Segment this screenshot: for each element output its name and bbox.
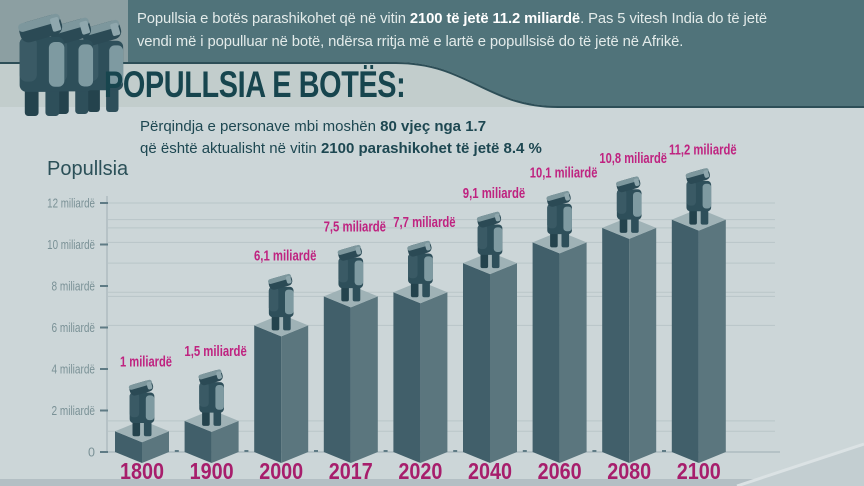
header-paragraph-line2: vendi më i populluar në botë, ndërsa rri…: [137, 34, 684, 50]
bar-right-face: [629, 227, 657, 463]
person-icon: [407, 240, 433, 298]
bar-top-face: [671, 208, 726, 231]
y-tick-label: 0: [88, 446, 95, 460]
value-label: 7,7 miliardë: [393, 214, 455, 231]
year-label: 2040: [468, 458, 512, 484]
subtitle-line2: që është aktualisht në vitin 2100 parash…: [140, 139, 542, 157]
bar-left-face: [184, 420, 212, 463]
people-group-icon: [18, 13, 124, 116]
person-icon: [685, 168, 712, 225]
value-label: 9,1 miliardë: [463, 185, 525, 202]
bar-top-face: [184, 409, 239, 432]
bar-left-face: [115, 431, 142, 463]
year-label: 2000: [259, 458, 303, 484]
value-label: 7,5 miliardë: [324, 218, 386, 235]
bar-top-face: [115, 420, 169, 443]
y-tick-label: 2 miliardë: [52, 404, 96, 418]
year-label: 2017: [329, 458, 373, 484]
bar-2017: 7,5 miliardë 2017: [324, 218, 386, 484]
person-icon: [476, 211, 503, 269]
bar-top-face: [463, 252, 517, 275]
header-paragraph-line1: Popullsia e botës parashikohet që në vit…: [137, 11, 767, 27]
bar-top-face: [602, 216, 657, 239]
value-label: 1 miliardë: [120, 353, 172, 370]
person-icon: [546, 190, 572, 248]
person-icon: [616, 176, 642, 233]
subtitle: Përqindja e personave mbi moshën 80 vjeç…: [140, 116, 542, 159]
bar-left-face: [602, 227, 630, 463]
bar-left-face: [323, 296, 351, 463]
bar-right-face: [211, 420, 239, 463]
bar-1800: 1 miliardë 1800: [115, 353, 172, 484]
bar-right-face: [142, 431, 169, 463]
value-label: 11,2 miliardë: [669, 142, 737, 159]
person-icon: [198, 369, 224, 426]
value-label: 10,8 miliardë: [599, 150, 667, 167]
bar-2040: 9,1 miliardë 2040: [463, 185, 525, 484]
corner-decor-line: [736, 442, 864, 486]
y-tick-label: 10 miliardë: [47, 238, 95, 252]
bar-top-face: [393, 281, 448, 304]
y-tick-label: 8 miliardë: [52, 280, 96, 294]
value-label: 1,5 miliardë: [184, 343, 246, 360]
year-label: 2020: [398, 458, 442, 484]
bar-2100: 11,2 miliardë 2100: [669, 142, 737, 484]
bar-right-face: [698, 219, 726, 463]
y-tick-label: 6 miliardë: [52, 321, 96, 335]
year-label: 2080: [607, 458, 651, 484]
bar-2060: 10,1 miliardë 2060: [530, 164, 598, 484]
value-label: 10,1 miliardë: [530, 164, 598, 181]
bar-2000: 6,1 miliardë 2000: [254, 247, 316, 484]
bar-right-face: [350, 296, 378, 463]
year-label: 1900: [190, 458, 234, 484]
person-icon: [18, 13, 65, 116]
bar-2080: 10,8 miliardë 2080: [599, 150, 667, 484]
year-label: 2100: [677, 458, 721, 484]
value-label: 6,1 miliardë: [254, 247, 316, 264]
subtitle-line1: Përqindja e personave mbi moshën 80 vjeç…: [140, 118, 487, 135]
bar-left-face: [532, 242, 560, 463]
year-label: 1800: [120, 458, 164, 484]
bar-right-face: [420, 292, 448, 463]
bar-right-face: [490, 263, 517, 463]
person-icon: [128, 379, 155, 437]
bar-right-face: [281, 325, 309, 463]
person-icon: [337, 244, 364, 302]
y-tick-label: 4 miliardë: [52, 363, 96, 377]
bar-right-face: [559, 242, 587, 463]
header-paragraph: Popullsia e botës parashikohet që në vit…: [137, 8, 767, 54]
bar-top-face: [532, 231, 587, 254]
bar-top-face: [323, 285, 378, 308]
bar-left-face: [393, 292, 421, 463]
y-axis-title: Popullsia: [47, 158, 129, 180]
bar-top-face: [254, 314, 309, 337]
year-label: 2060: [538, 458, 582, 484]
bar-2020: 7,7 miliardë 2020: [393, 214, 455, 484]
page-title: POPULLSIA E BOTËS:: [104, 64, 406, 105]
bar-left-face: [671, 219, 699, 463]
bar-left-face: [463, 263, 490, 463]
footer-strip: [0, 479, 864, 486]
y-tick-label: 12 miliardë: [47, 197, 95, 211]
bar-1900: 1,5 miliardë 1900: [184, 343, 246, 484]
header-band: [0, 0, 864, 108]
person-icon: [268, 273, 294, 331]
bar-left-face: [254, 325, 282, 463]
